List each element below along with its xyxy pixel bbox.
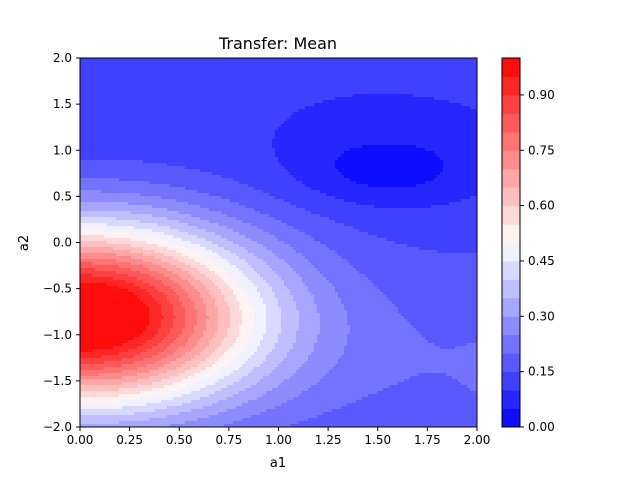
chart-title: Transfer: Mean [218, 34, 337, 53]
plot-area [80, 58, 480, 428]
contour-fill [80, 58, 480, 428]
